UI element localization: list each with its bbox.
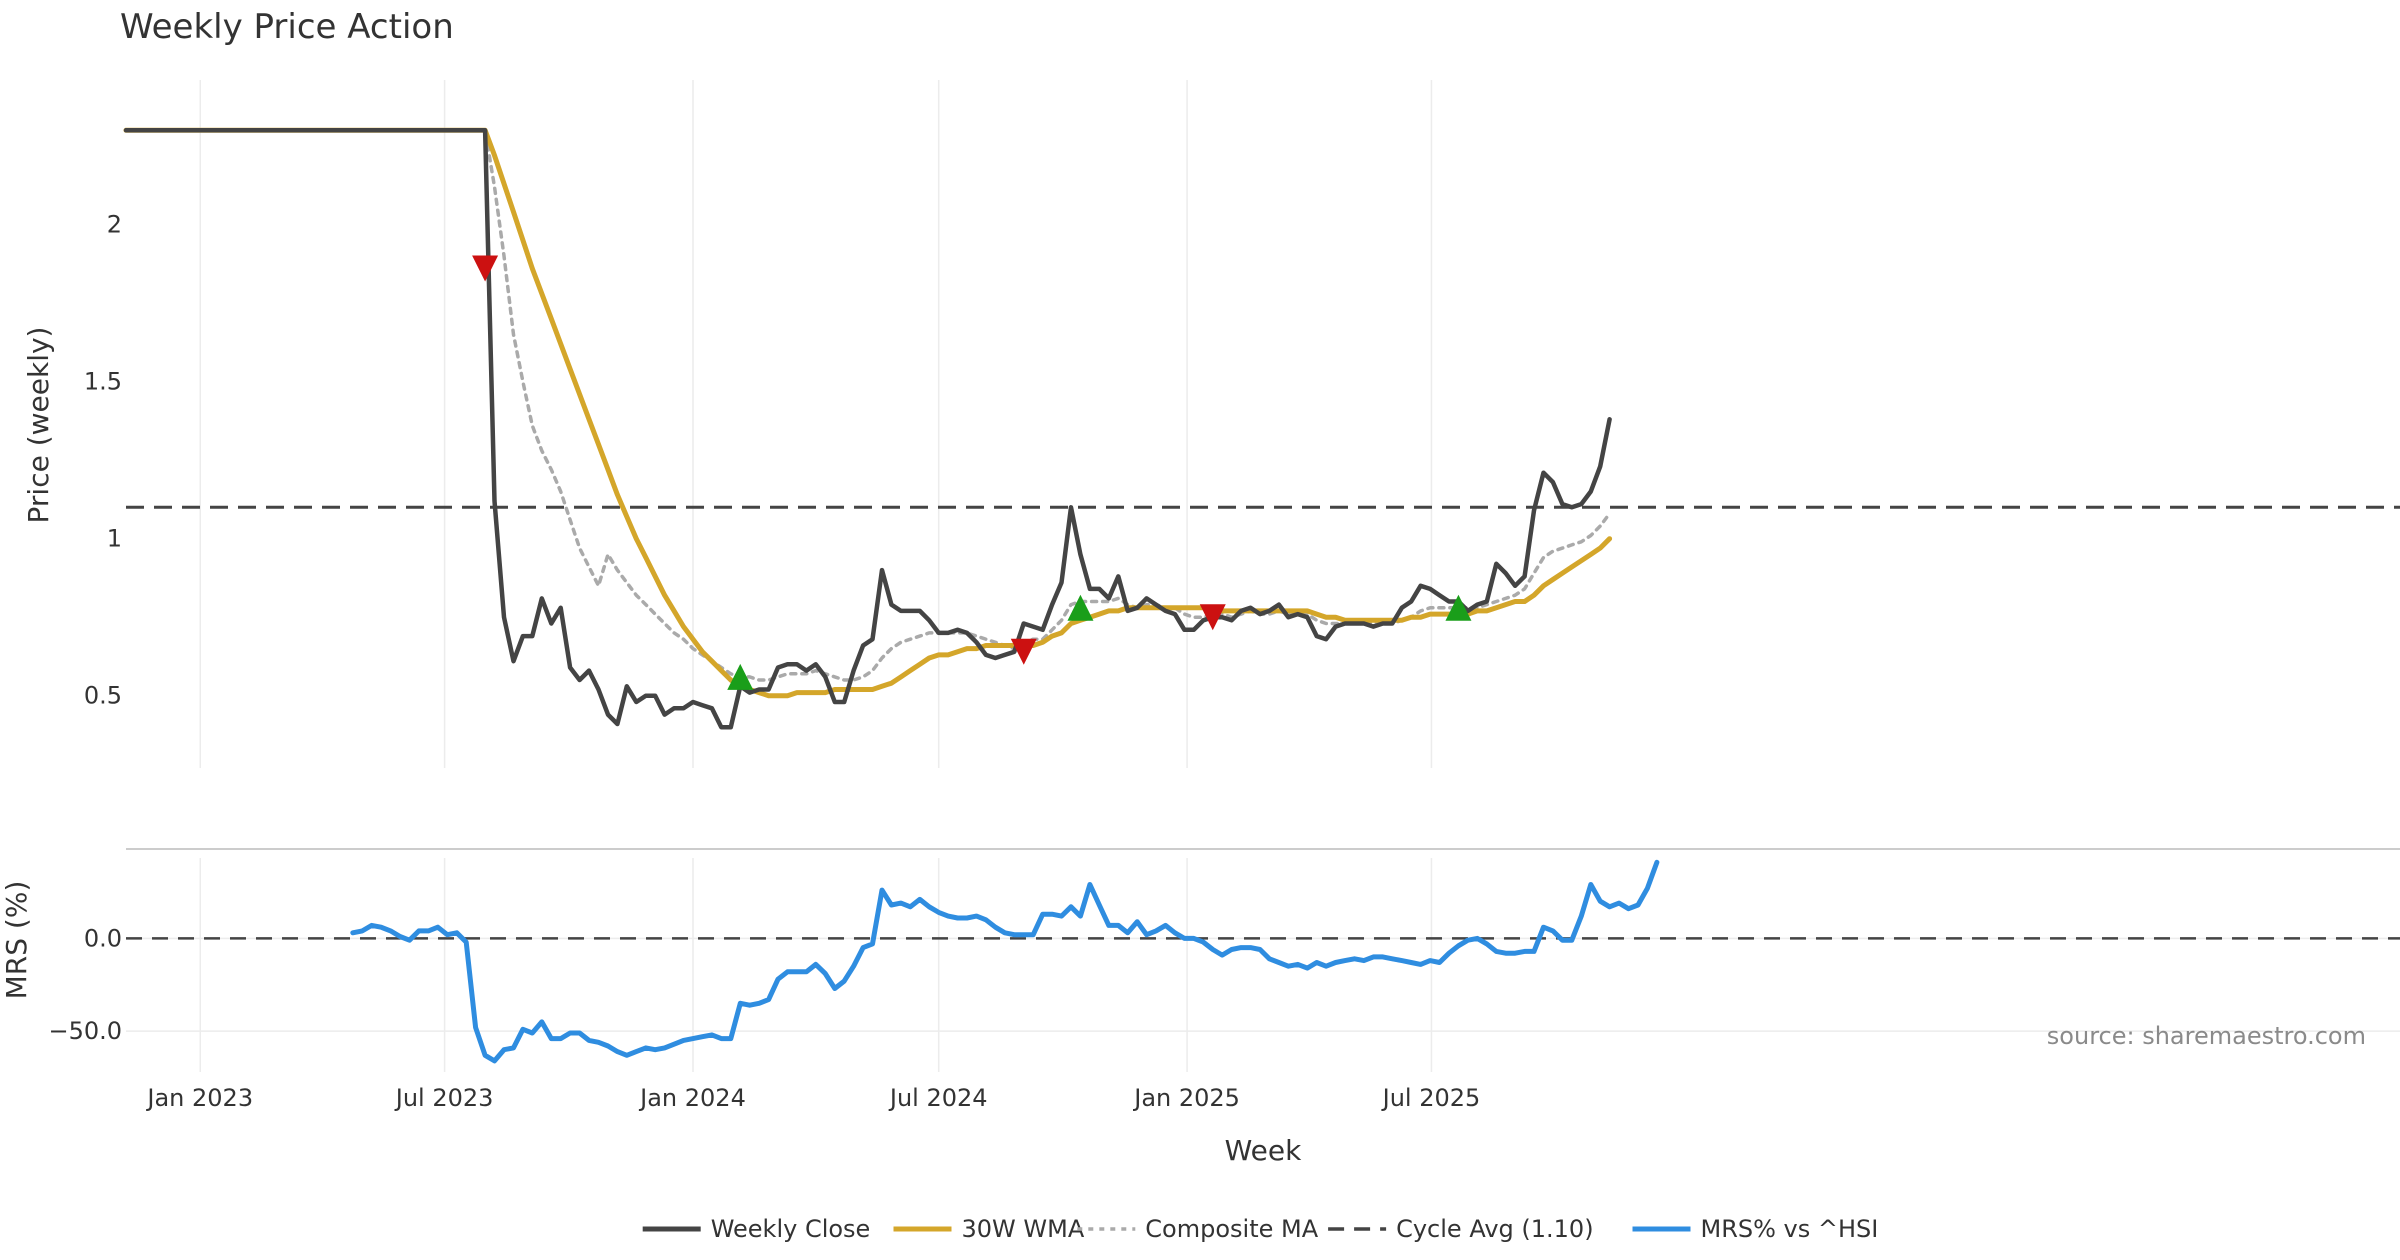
mrs-y-tick-label: 0.0 — [84, 924, 122, 952]
price-axis-title: Price (weekly) — [22, 327, 55, 524]
chart-title: Weekly Price Action — [120, 7, 454, 47]
legend-label: MRS% vs ^HSI — [1701, 1215, 1879, 1243]
mrs-axis-title: MRS (%) — [0, 881, 33, 1000]
legend-label: Cycle Avg (1.10) — [1396, 1215, 1593, 1243]
legend-item: Composite MA — [1077, 1215, 1319, 1243]
legend-label: 30W WMA — [962, 1215, 1085, 1243]
buy-signal-marker — [727, 663, 754, 690]
source-label: source: sharemaestro.com — [2047, 1022, 2366, 1050]
mrs-y-tick-label: −50.0 — [48, 1017, 122, 1045]
sell-signal-marker — [1010, 638, 1037, 665]
price-y-ticks: 0.5 1 1.5 2 — [84, 211, 122, 710]
x-tick-label: Jul 2024 — [888, 1084, 988, 1112]
x-tick-label: Jan 2023 — [145, 1084, 253, 1112]
x-ticks: Jan 2023 Jul 2023 Jan 2024 Jul 2024 Jan 2025… — [145, 1084, 1480, 1112]
buy-signal-marker — [1445, 594, 1472, 621]
price-y-tick-label: 0.5 — [84, 682, 122, 710]
buy-signal-marker — [1067, 594, 1094, 621]
price-y-tick-label: 1.5 — [84, 368, 122, 396]
x-tick-label: Jul 2025 — [1381, 1084, 1481, 1112]
series-30w-wma-line — [123, 127, 1613, 699]
legend-item: Cycle Avg (1.10) — [1328, 1215, 1594, 1243]
mrs-y-ticks: 0.0 −50.0 — [48, 924, 122, 1045]
price-y-tick-label: 2 — [107, 211, 122, 239]
legend-label: Weekly Close — [711, 1215, 871, 1243]
x-axis-title: Week — [1225, 1134, 1302, 1167]
sell-signal-marker — [472, 255, 499, 282]
x-tick-label: Jul 2023 — [394, 1084, 494, 1112]
price-y-tick-label: 1 — [107, 525, 122, 553]
x-tick-label: Jan 2025 — [1132, 1084, 1240, 1112]
sell-signal-marker — [1199, 604, 1226, 631]
x-tick-label: Jan 2024 — [638, 1084, 746, 1112]
series-composite-ma-line — [124, 128, 1612, 682]
price-grid — [199, 80, 1433, 768]
legend: Weekly Close 30W WMA Composite MA Cycle Avg… — [642, 1215, 1879, 1243]
series-mrs-line — [350, 859, 1660, 1064]
legend-item: Weekly Close — [642, 1215, 871, 1243]
legend-item: MRS% vs ^HSI — [1632, 1215, 1879, 1243]
legend-label: Composite MA — [1145, 1215, 1318, 1243]
signal-markers — [472, 255, 1472, 690]
mrs-series — [350, 859, 1660, 1064]
price-series — [123, 127, 1613, 730]
legend-item: 30W WMA — [893, 1215, 1085, 1243]
series-weekly-close-line — [123, 128, 1612, 730]
